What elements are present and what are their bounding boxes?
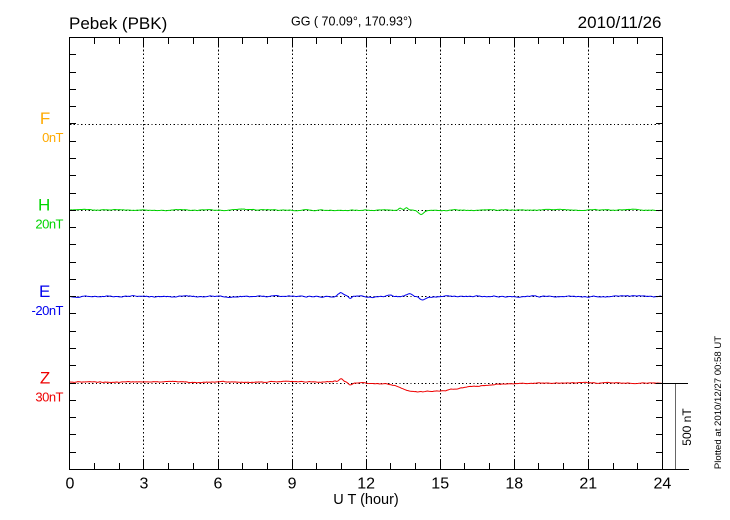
svg-text:0: 0 [65,476,74,493]
svg-text:0nT: 0nT [42,130,63,145]
svg-text:3: 3 [140,476,149,493]
svg-text:Z: Z [40,368,50,387]
svg-text:E: E [39,282,50,301]
svg-text:30nT: 30nT [35,389,63,404]
svg-text:GG ( 70.09°, 170.93°): GG ( 70.09°, 170.93°) [291,15,412,29]
svg-text:20nT: 20nT [35,217,63,232]
svg-text:-20nT: -20nT [32,303,64,318]
svg-text:2010/11/26: 2010/11/26 [578,13,662,32]
svg-text:9: 9 [288,476,297,493]
svg-text:15: 15 [431,476,449,493]
svg-text:12: 12 [357,476,375,493]
svg-text:Plotted at 2010/12/27 00:58 UT: Plotted at 2010/12/27 00:58 UT [713,336,724,469]
svg-text:500 nT: 500 nT [680,408,694,446]
svg-text:21: 21 [579,476,597,493]
svg-text:Pebek (PBK): Pebek (PBK) [69,14,167,33]
svg-text:F: F [40,109,50,128]
svg-text:H: H [38,196,50,215]
svg-text:18: 18 [505,476,523,493]
svg-text:U T (hour): U T (hour) [333,492,399,508]
svg-text:24: 24 [654,476,672,493]
svg-text:6: 6 [214,476,223,493]
